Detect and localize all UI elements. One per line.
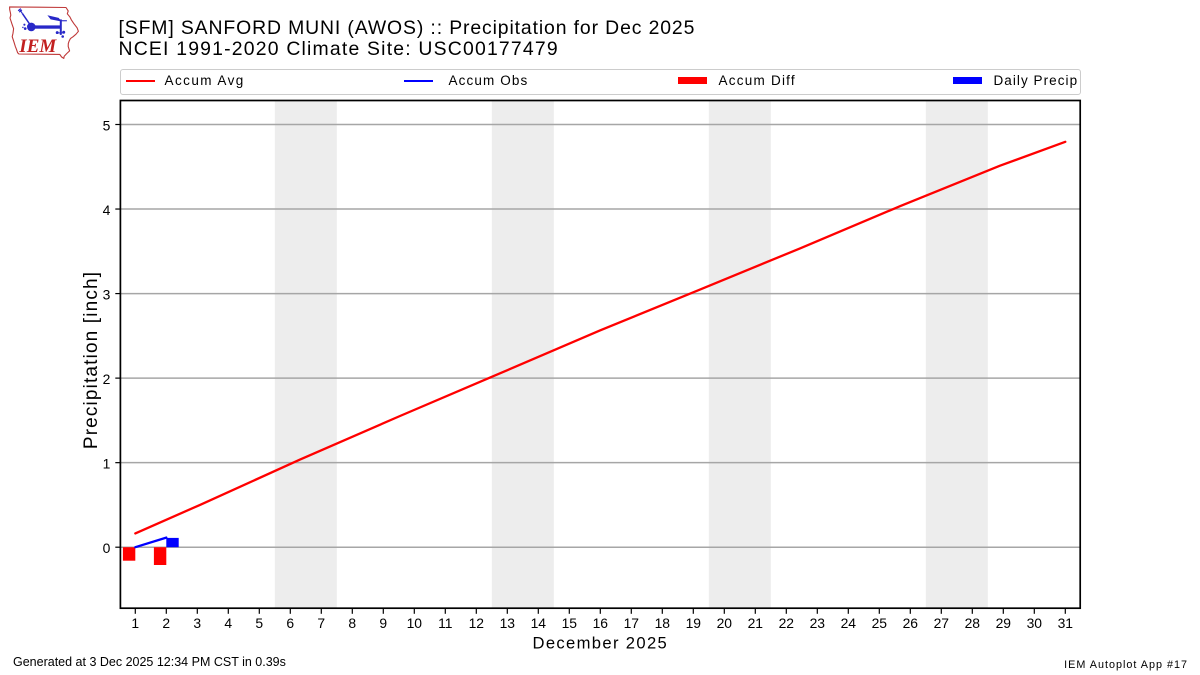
svg-text:2: 2 bbox=[162, 615, 170, 631]
svg-text:22: 22 bbox=[779, 615, 795, 631]
svg-text:16: 16 bbox=[593, 615, 609, 631]
svg-text:3: 3 bbox=[103, 287, 111, 303]
svg-text:23: 23 bbox=[810, 615, 826, 631]
svg-text:3: 3 bbox=[193, 615, 201, 631]
svg-text:IEM: IEM bbox=[18, 36, 57, 57]
svg-text:26: 26 bbox=[903, 615, 919, 631]
svg-text:6: 6 bbox=[286, 615, 294, 631]
svg-text:2: 2 bbox=[103, 371, 111, 387]
svg-text:Precipitation [inch]: Precipitation [inch] bbox=[81, 271, 102, 449]
svg-text:7: 7 bbox=[317, 615, 325, 631]
svg-text:25: 25 bbox=[872, 615, 888, 631]
svg-text:1: 1 bbox=[103, 456, 111, 472]
svg-text:28: 28 bbox=[965, 615, 981, 631]
svg-text:8: 8 bbox=[348, 615, 356, 631]
svg-text:10: 10 bbox=[407, 615, 423, 631]
svg-text:14: 14 bbox=[531, 615, 547, 631]
svg-text:31: 31 bbox=[1058, 615, 1074, 631]
svg-text:24: 24 bbox=[841, 615, 857, 631]
svg-text:1: 1 bbox=[131, 615, 139, 631]
svg-text:19: 19 bbox=[686, 615, 702, 631]
svg-text:4: 4 bbox=[224, 615, 232, 631]
svg-text:0: 0 bbox=[103, 540, 111, 556]
svg-text:December 2025: December 2025 bbox=[532, 633, 668, 652]
svg-text:27: 27 bbox=[934, 615, 950, 631]
svg-text:12: 12 bbox=[469, 615, 485, 631]
svg-text:15: 15 bbox=[562, 615, 578, 631]
svg-text:13: 13 bbox=[500, 615, 516, 631]
svg-text:21: 21 bbox=[748, 615, 764, 631]
svg-text:17: 17 bbox=[624, 615, 640, 631]
svg-text:5: 5 bbox=[103, 117, 111, 133]
svg-text:30: 30 bbox=[1027, 615, 1043, 631]
svg-text:29: 29 bbox=[996, 615, 1012, 631]
svg-text:4: 4 bbox=[103, 202, 111, 218]
svg-text:11: 11 bbox=[438, 615, 453, 631]
svg-text:9: 9 bbox=[379, 615, 387, 631]
svg-text:20: 20 bbox=[717, 615, 733, 631]
svg-text:5: 5 bbox=[255, 615, 263, 631]
svg-text:18: 18 bbox=[655, 615, 671, 631]
